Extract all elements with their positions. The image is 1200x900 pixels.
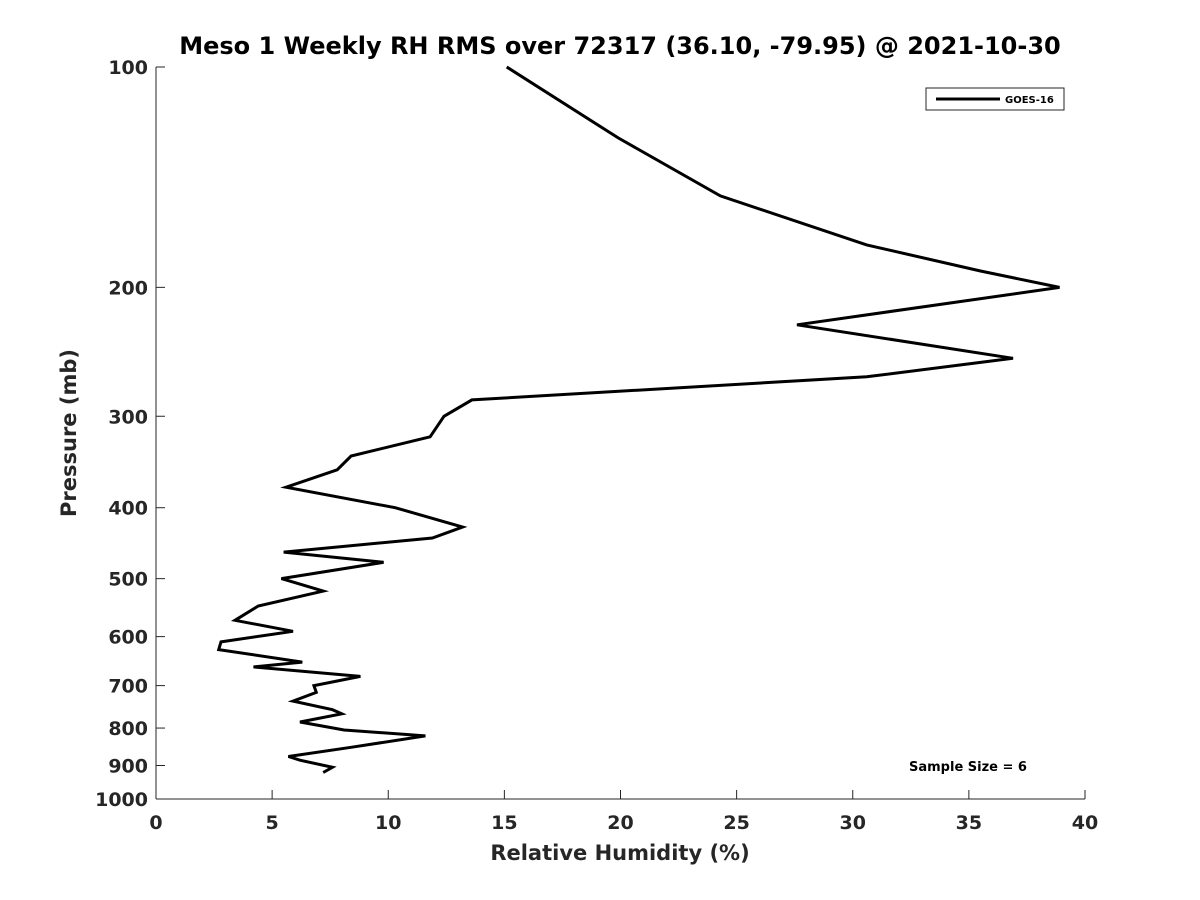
x-tick-label: 35 [956,812,982,834]
x-tick-label: 20 [607,812,633,834]
y-tick-label: 800 [108,718,148,740]
x-axis-ticks: 0 5 10 15 20 25 30 35 40 [149,790,1098,834]
y-tick-label: 100 [108,57,148,79]
chart-title: Meso 1 Weekly RH RMS over 72317 (36.10, … [179,32,1061,60]
x-tick-label: 0 [149,812,162,834]
y-tick-label: 200 [108,277,148,299]
x-axis-label: Relative Humidity (%) [490,841,749,865]
y-tick-label: 300 [108,406,148,428]
plot-area [156,67,1085,799]
legend-label-goes-16: GOES-16 [1005,95,1054,106]
series-line-goes-16 [216,65,1060,774]
y-tick-label: 900 [108,756,148,778]
x-tick-label: 10 [375,812,401,834]
x-tick-label: 15 [491,812,517,834]
legend: GOES-16 [925,87,1065,111]
y-axis-label: Pressure (mb) [57,349,81,517]
x-tick-label: 25 [723,812,749,834]
y-axis-ticks: 100 200 300 400 500 600 700 800 900 1000 [95,57,165,811]
sample-size-annotation: Sample Size = 6 [909,760,1027,775]
x-tick-label: 30 [840,812,866,834]
y-tick-label: 400 [108,498,148,520]
x-tick-label: 5 [266,812,279,834]
y-tick-label: 700 [108,676,148,698]
y-tick-label: 600 [108,627,148,649]
y-tick-label: 500 [108,569,148,591]
y-tick-label: 1000 [95,789,148,811]
x-tick-label: 40 [1072,812,1098,834]
